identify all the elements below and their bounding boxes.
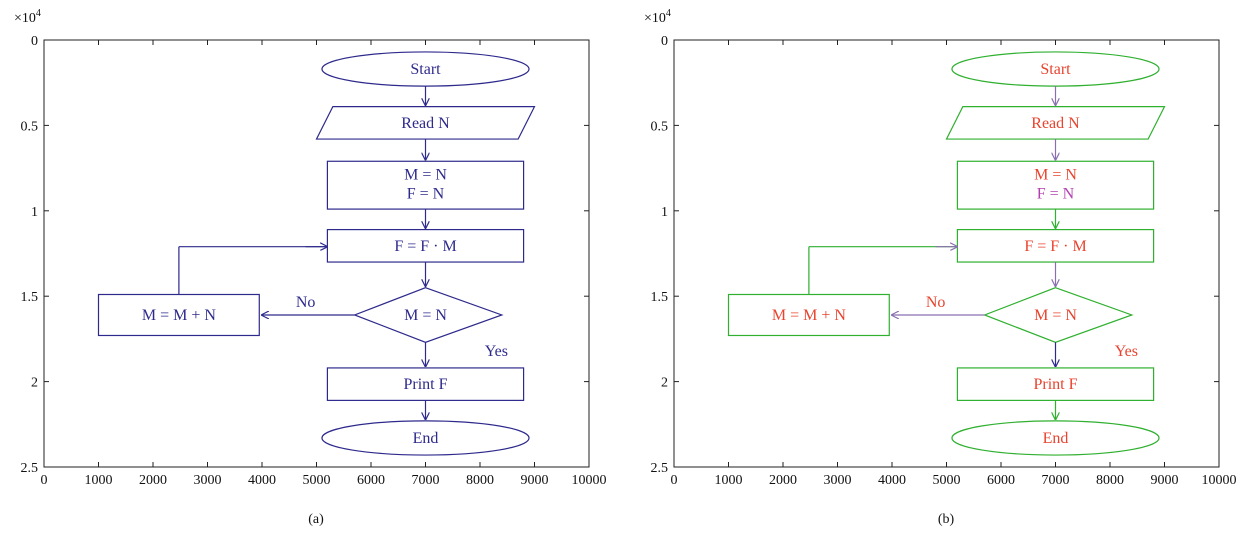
print-label: Print F xyxy=(1033,376,1077,393)
read-input xyxy=(315,106,536,140)
y-tick-label: 0 xyxy=(31,34,38,49)
update-f-label: F = F · M xyxy=(1024,238,1086,255)
y-tick-label: 1 xyxy=(661,205,668,220)
y-tick-label: 0.5 xyxy=(651,119,669,134)
y-tick-label: 1.5 xyxy=(651,290,669,305)
end-terminal xyxy=(951,420,1160,456)
decision-label: M = N xyxy=(1034,307,1077,324)
x-tick-label: 4000 xyxy=(878,473,906,488)
x-tick-label: 5000 xyxy=(303,473,331,488)
no-label: No xyxy=(926,294,946,311)
yes-label: Yes xyxy=(485,343,508,360)
panel-caption: (b) xyxy=(938,512,955,527)
x-tick-label: 6000 xyxy=(357,473,385,488)
x-tick-label: 1000 xyxy=(715,473,743,488)
read-input xyxy=(945,106,1166,140)
axis-exponent-label: ×104 xyxy=(14,8,41,26)
axes-box xyxy=(43,39,590,468)
x-tick-label: 6000 xyxy=(987,473,1015,488)
x-tick-label: 5000 xyxy=(933,473,961,488)
x-tick-label: 9000 xyxy=(1151,473,1179,488)
x-tick-label: 2000 xyxy=(139,473,167,488)
y-tick-label: 0 xyxy=(661,34,668,49)
y-tick-label: 2.5 xyxy=(651,461,669,476)
x-tick-label: 3000 xyxy=(824,473,852,488)
init-line2: F = N xyxy=(1037,185,1075,202)
x-tick-label: 8000 xyxy=(466,473,494,488)
update-m-label: M = M + N xyxy=(142,307,217,324)
x-tick-label: 7000 xyxy=(412,473,440,488)
init-line2: F = N xyxy=(407,185,445,202)
start-label: Start xyxy=(410,61,441,78)
y-tick-label: 2.5 xyxy=(21,461,39,476)
decision-label: M = N xyxy=(404,307,447,324)
x-tick-label: 1000 xyxy=(85,473,113,488)
end-label: End xyxy=(413,430,439,447)
x-tick-label: 10000 xyxy=(572,473,607,488)
y-tick-label: 1 xyxy=(31,205,38,220)
panel-a: 0 1000 2000 3000 4000 5000 6000 7000 8000 9000 100… xyxy=(14,8,607,527)
x-tick-label: 7000 xyxy=(1042,473,1070,488)
x-tick-label: 3000 xyxy=(194,473,222,488)
update-f-label: F = F · M xyxy=(394,238,456,255)
x-tick-label: 0 xyxy=(671,473,678,488)
update-m-label: M = M + N xyxy=(772,307,847,324)
yes-label: Yes xyxy=(1115,343,1138,360)
init-line1: M = N xyxy=(404,166,447,183)
x-tick-label: 0 xyxy=(41,473,48,488)
panel-b: 0 1000 2000 3000 4000 5000 6000 7000 8000 9000 100… xyxy=(644,8,1237,527)
end-terminal xyxy=(321,420,530,456)
y-tick-label: 0.5 xyxy=(21,119,39,134)
x-tick-label: 8000 xyxy=(1096,473,1124,488)
no-label: No xyxy=(296,294,316,311)
read-label: Read N xyxy=(1031,115,1080,132)
axes-box xyxy=(673,39,1220,468)
panel-caption: (a) xyxy=(308,512,324,527)
y-tick-label: 2 xyxy=(661,376,668,391)
x-tick-label: 4000 xyxy=(248,473,276,488)
x-tick-label: 9000 xyxy=(521,473,549,488)
print-label: Print F xyxy=(403,376,447,393)
y-tick-label: 2 xyxy=(31,376,38,391)
x-tick-label: 2000 xyxy=(769,473,797,488)
y-tick-label: 1.5 xyxy=(21,290,39,305)
end-label: End xyxy=(1043,430,1069,447)
init-line1: M = N xyxy=(1034,166,1077,183)
x-tick-label: 10000 xyxy=(1202,473,1237,488)
read-label: Read N xyxy=(401,115,450,132)
start-label: Start xyxy=(1040,61,1071,78)
axis-exponent-label: ×104 xyxy=(644,8,671,26)
